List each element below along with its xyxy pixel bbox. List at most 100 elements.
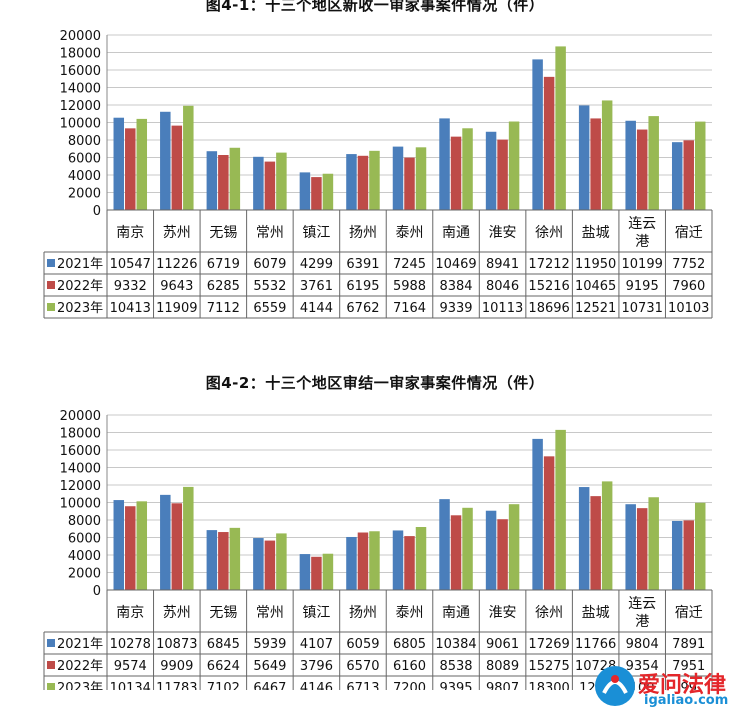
- data-label: 10113: [482, 301, 523, 316]
- bar: [439, 499, 450, 590]
- bar: [450, 515, 462, 590]
- bar: [171, 503, 183, 590]
- bar: [578, 487, 590, 590]
- bar: [206, 151, 218, 210]
- data-label: 6624: [207, 659, 240, 674]
- data-label: 4107: [300, 637, 333, 652]
- legend-key: [47, 303, 55, 311]
- data-label: 3761: [300, 279, 333, 294]
- x-tick-label: 南通: [442, 605, 470, 621]
- y-tick-label: 2000: [68, 187, 101, 202]
- bar: [218, 532, 229, 590]
- data-label: 10384: [435, 637, 476, 652]
- legend-key: [47, 683, 55, 691]
- data-label: 11766: [575, 637, 616, 652]
- data-label: 10199: [622, 257, 663, 272]
- data-label: 7102: [207, 681, 240, 690]
- legend-label: 2022年: [57, 659, 103, 674]
- bar: [311, 177, 322, 210]
- data-label: 7951: [672, 659, 705, 674]
- bar: [694, 502, 706, 590]
- data-label: 5988: [393, 279, 426, 294]
- data-label: 6079: [253, 257, 286, 272]
- bar: [322, 173, 334, 210]
- legend-label: 2023年: [57, 681, 103, 690]
- bar: [299, 554, 311, 590]
- chart-title: 图4-2：十三个地区审结一审家事案件情况（件）: [205, 374, 545, 392]
- bar: [543, 76, 555, 210]
- x-tick-label: 盐城: [582, 605, 610, 621]
- bar: [136, 501, 148, 590]
- y-tick-label: 8000: [68, 514, 101, 529]
- data-label: 6391: [346, 257, 379, 272]
- data-label: 10469: [435, 257, 476, 272]
- bar: [299, 172, 311, 210]
- bar: [671, 142, 683, 210]
- x-tick-label: 宿迁: [675, 224, 703, 241]
- bar: [601, 100, 613, 210]
- bar: [555, 46, 566, 210]
- data-label: 9354: [626, 659, 659, 674]
- bar: [346, 154, 357, 210]
- x-tick-label: 苏州: [163, 225, 191, 241]
- data-label: 6285: [207, 279, 240, 294]
- bar: [113, 117, 125, 210]
- bar: [276, 533, 287, 590]
- bar: [404, 157, 415, 210]
- x-tick-label: 无锡: [209, 605, 237, 621]
- data-label: 7245: [393, 257, 426, 272]
- x-tick-label: 淮安: [489, 605, 517, 621]
- data-label: 9643: [160, 279, 193, 294]
- legend-label: 2022年: [57, 279, 103, 294]
- bar: [439, 118, 450, 210]
- data-label: 6805: [393, 637, 426, 652]
- x-tick-label: 港: [635, 234, 649, 250]
- data-label: 9195: [626, 279, 659, 294]
- chart-svg: 0 2000 4000 6000 8000 10000 12000 14000 16000 180…: [43, 409, 713, 699]
- x-tick-label: 连云: [628, 216, 656, 232]
- x-tick-label: 镇江: [302, 605, 330, 621]
- bar: [485, 131, 497, 210]
- bar: [415, 527, 427, 590]
- bar: [625, 120, 636, 210]
- x-tick-label: 徐州: [535, 225, 563, 241]
- y-tick-label: 8000: [68, 134, 101, 149]
- data-label: 9574: [114, 659, 147, 674]
- data-label: 10134: [110, 681, 151, 690]
- data-label: 7960: [672, 279, 705, 294]
- data-label: 11783: [156, 681, 197, 690]
- data-label: 7752: [672, 257, 705, 272]
- legend-label: 2023年: [57, 301, 103, 316]
- data-label: 5939: [253, 637, 286, 652]
- data-label: 5532: [253, 279, 286, 294]
- watermark-url: igaliao.com: [644, 693, 729, 708]
- bar: [357, 532, 369, 590]
- x-tick-label: 徐州: [535, 605, 563, 621]
- watermark-logo: 爱问法律 igaliao.com: [592, 663, 742, 713]
- data-label: 7891: [672, 637, 705, 652]
- data-label: 8046: [486, 279, 519, 294]
- x-tick-label: 盐城: [582, 225, 610, 241]
- bar: [508, 121, 520, 210]
- legend-key: [47, 281, 55, 289]
- bar: [218, 155, 229, 210]
- data-label: 6559: [253, 301, 286, 316]
- data-label: 10731: [622, 301, 663, 316]
- data-label: 8384: [439, 279, 472, 294]
- bar: [636, 129, 648, 210]
- chart-svg: 0 2000 4000 6000 8000 10000 12000 14000 16000 180…: [43, 29, 713, 319]
- bar: [183, 105, 194, 210]
- bar: [113, 500, 125, 590]
- data-label: 7200: [393, 681, 426, 690]
- bar: [357, 155, 369, 210]
- bar: [497, 519, 508, 590]
- y-tick-label: 4000: [68, 549, 101, 564]
- data-label: 15216: [528, 279, 569, 294]
- bar: [125, 506, 136, 590]
- bar: [462, 128, 473, 210]
- data-label: 10103: [668, 301, 709, 316]
- data-label: 9395: [439, 681, 472, 690]
- watermark-icon: [595, 666, 635, 706]
- bar: [462, 507, 473, 590]
- data-label: 10547: [110, 257, 151, 272]
